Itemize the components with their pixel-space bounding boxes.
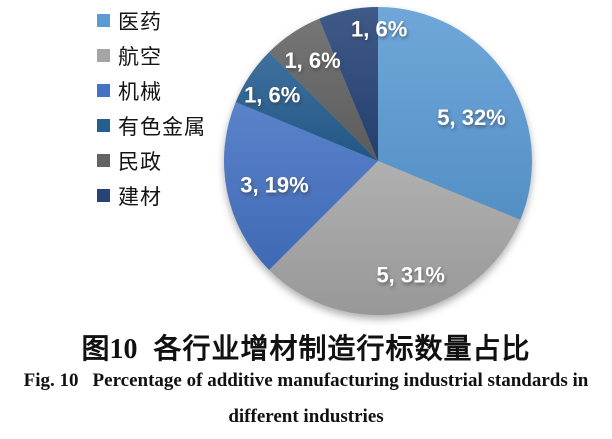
caption-en-line1: Fig. 10 Percentage of additive manufactur… [0,370,612,392]
caption-en-line2: different industries [228,406,384,427]
legend-item-5: 建材 [97,178,206,213]
figure-number-cn: 图10 [81,334,138,365]
pie-chart: 5, 32% 5, 31% 3, 19% 1, 6% 1, 6% 1, 6% [224,6,533,315]
caption-en-title: Percentage of additive manufacturing ind… [92,370,589,391]
legend-item-1: 航空 [97,38,206,73]
caption-cn-title: 各行业增材制造行标数量占比 [153,333,531,364]
pie-slice-2 [224,102,378,270]
legend-item-label: 有色金属 [118,115,206,139]
legend-color-swatch [97,154,110,167]
figure-number-en: Fig. 10 [23,370,79,391]
pie-slice-label-3: 1, 6% [244,83,300,108]
legend-item-3: 有色金属 [97,108,206,143]
legend-item-4: 民政 [97,143,206,178]
pie-slice-5 [319,6,378,161]
pie-slice-label-5: 1, 6% [351,16,407,41]
pie-slice-1 [269,161,521,315]
legend-color-swatch [97,49,110,62]
legend-item-label: 医药 [118,10,162,34]
pie-slice-0 [378,7,533,220]
pie-slice-label-0: 5, 32% [437,105,506,130]
legend-item-0: 医药 [97,3,206,38]
pie-slice-4 [269,18,378,161]
pie-slice-label-4: 1, 6% [284,48,340,73]
legend-item-label: 建材 [118,185,162,209]
legend-item-label: 机械 [118,80,162,104]
legend-item-label: 航空 [118,45,162,69]
pie-slice-label-2: 3, 19% [240,173,309,198]
legend-color-swatch [97,14,110,27]
legend-color-swatch [97,84,110,97]
legend-color-swatch [97,189,110,202]
caption-cn: 图10 各行业增材制造行标数量占比 [0,327,612,367]
pie-slice-label-1: 5, 31% [376,263,445,288]
legend-color-swatch [97,119,110,132]
legend-item-2: 机械 [97,73,206,108]
legend-item-label: 民政 [118,150,162,174]
pie-slice-3 [235,52,378,161]
chart-legend: 医药航空机械有色金属民政建材 [97,3,206,213]
